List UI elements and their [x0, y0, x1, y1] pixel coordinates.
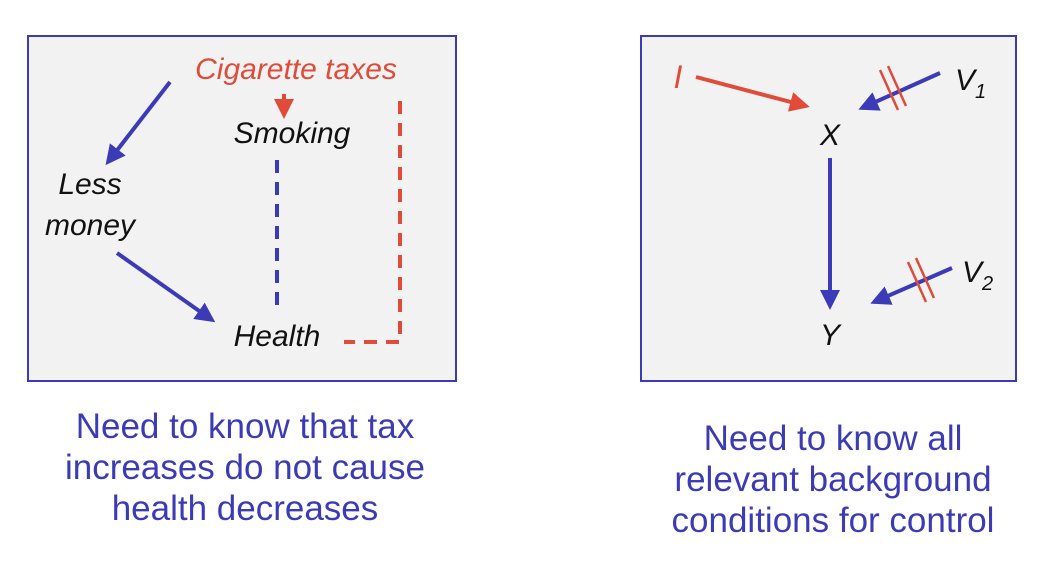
arrow-less-money-to-health: [115, 251, 216, 323]
arrow-i-to-x: [695, 75, 810, 112]
node-less-money-line1: Less: [58, 168, 121, 201]
node-v2: V2: [962, 256, 993, 295]
arrow-v1-to-x: [858, 71, 941, 111]
node-cigarette-taxes: Cigarette taxes: [195, 53, 397, 86]
break-mark-v1: [878, 65, 908, 111]
node-v1: V1: [955, 64, 986, 103]
dashed-link-taxes-health: [344, 101, 402, 344]
node-y: Y: [820, 319, 842, 352]
break-mark-v2: [906, 257, 936, 303]
arrow-taxes-to-less-money: [105, 80, 172, 166]
node-less-money-line2: money: [45, 209, 137, 242]
node-smoking: Smoking: [234, 117, 351, 150]
arrow-v2-to-y: [870, 266, 953, 305]
left-diagram-panel: [27, 35, 457, 382]
right-caption: Need to know all relevant background con…: [671, 419, 995, 540]
node-x: X: [819, 119, 841, 152]
left-caption: Need to know that tax increases do not c…: [65, 407, 425, 528]
node-i: I: [674, 59, 683, 95]
node-health: Health: [234, 320, 321, 353]
